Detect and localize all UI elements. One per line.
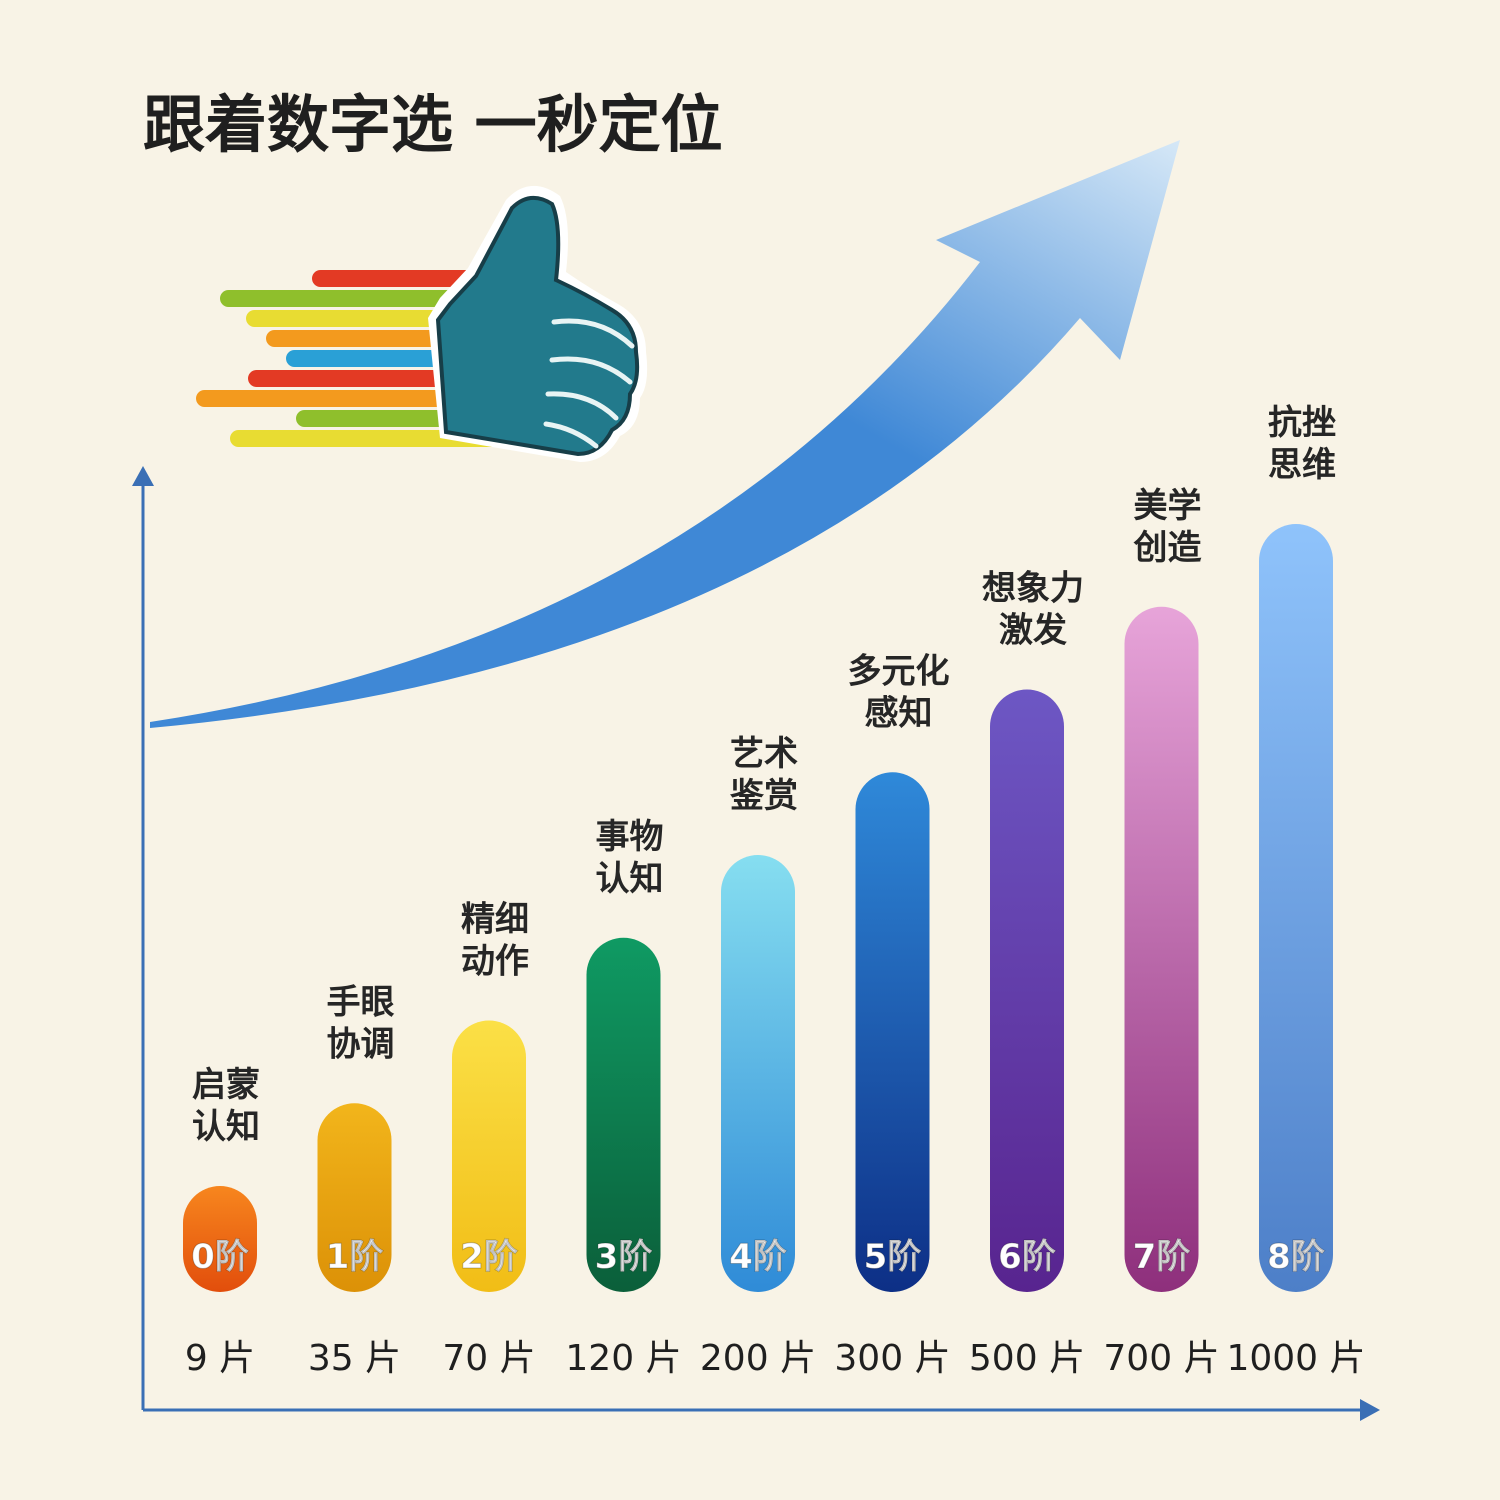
- bar-skill-label: 协调: [327, 1024, 395, 1064]
- x-axis-arrow-icon: [1360, 1399, 1380, 1421]
- bar-skill-label: 启蒙: [192, 1065, 260, 1105]
- bar: [1259, 524, 1333, 1292]
- bar-level-label: 1阶: [326, 1237, 384, 1277]
- bar-level-label: 3阶: [595, 1237, 653, 1277]
- bar-level-label: 7阶: [1133, 1237, 1191, 1277]
- bar-skill-label: 事物: [596, 817, 664, 857]
- bar-skill-label: 感知: [865, 693, 933, 733]
- bar-level-label: 5阶: [864, 1237, 922, 1277]
- bar: [183, 1186, 257, 1292]
- thumb-finger-lines: [543, 318, 635, 449]
- bar-skill-label: 激发: [999, 611, 1067, 651]
- bar-skill-label: 抗挫: [1268, 403, 1336, 443]
- bar-category-label: 35 片: [308, 1338, 401, 1379]
- bar-skill-label: 认知: [192, 1107, 260, 1147]
- bar-category-label: 1000 片: [1226, 1338, 1365, 1379]
- bar: [990, 689, 1064, 1292]
- bar-category-label: 700 片: [1103, 1338, 1219, 1379]
- bar-level-label: 6阶: [998, 1237, 1056, 1277]
- bar-skill-label: 鉴赏: [729, 776, 798, 816]
- bar-skill-label: 想象力: [982, 569, 1084, 609]
- bar-category-label: 9 片: [185, 1338, 255, 1379]
- bar-level-label: 0阶: [191, 1237, 249, 1277]
- bar-skill-label: 艺术: [730, 734, 798, 774]
- bar-category-label: 70 片: [442, 1338, 535, 1379]
- bar-level-label: 2阶: [460, 1237, 518, 1277]
- bar: [317, 1103, 392, 1292]
- bar-skill-label: 动作: [461, 942, 529, 982]
- bar-skill-label: 创造: [1133, 528, 1202, 568]
- y-axis: [132, 466, 154, 1410]
- bar-skill-label: 手眼: [327, 982, 395, 1022]
- bar-category-label: 120 片: [565, 1338, 681, 1379]
- bar-skill-label: 美学: [1134, 486, 1202, 526]
- bar: [721, 855, 795, 1292]
- x-axis: [143, 1399, 1380, 1421]
- bar-level-label: 8阶: [1267, 1237, 1325, 1277]
- bar: [586, 937, 661, 1292]
- bar-level-label: 4阶: [729, 1237, 787, 1277]
- bar: [855, 772, 930, 1292]
- bar-category-label: 200 片: [700, 1338, 816, 1379]
- trend-arrow: [150, 140, 1180, 728]
- bar-skill-label: 精细: [461, 900, 529, 940]
- bar-category-label: 500 片: [969, 1338, 1085, 1379]
- page-title: 跟着数字选 一秒定位: [143, 88, 723, 161]
- bar-skill-label: 认知: [596, 859, 664, 899]
- thumb-hand: [435, 196, 640, 457]
- bar-skill-label: 多元化: [848, 651, 950, 691]
- thumbs-up-icon: [428, 185, 648, 462]
- bar-skill-label: 思维: [1268, 445, 1336, 485]
- bar: [452, 1020, 526, 1292]
- bar: [1124, 606, 1199, 1292]
- bar-category-label: 300 片: [834, 1338, 950, 1379]
- y-axis-arrow-icon: [132, 466, 154, 486]
